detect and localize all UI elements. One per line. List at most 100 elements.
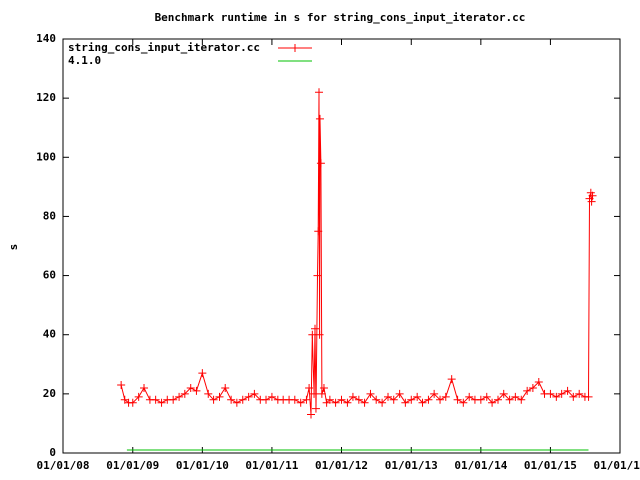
x-tick-label: 01/01/09 <box>106 459 159 472</box>
point-marker <box>569 392 578 401</box>
point-marker <box>307 410 315 419</box>
y-tick-label: 20 <box>43 387 56 400</box>
point-marker <box>296 398 305 407</box>
point-marker <box>267 392 276 401</box>
point-marker <box>325 395 334 404</box>
point-marker <box>169 395 178 404</box>
point-marker <box>546 389 555 398</box>
y-tick-label: 100 <box>36 150 56 163</box>
point-marker <box>476 395 485 404</box>
point-marker <box>584 392 593 401</box>
point-marker <box>315 114 324 123</box>
point-marker <box>337 395 346 404</box>
plot-frame <box>62 38 621 454</box>
point-marker <box>215 392 224 401</box>
point-marker <box>459 398 468 407</box>
point-marker <box>366 389 375 398</box>
point-marker <box>305 383 314 392</box>
x-tick-label: 01/01/13 <box>385 459 438 472</box>
point-marker <box>192 386 201 395</box>
point-marker <box>311 404 320 413</box>
point-marker <box>227 395 236 404</box>
point-marker <box>557 389 566 398</box>
point-marker <box>453 395 462 404</box>
point-marker <box>310 389 319 398</box>
point-marker <box>315 330 324 339</box>
point-marker <box>384 392 393 401</box>
point-marker <box>331 398 340 407</box>
point-marker <box>316 159 325 168</box>
point-marker <box>552 392 561 401</box>
point-marker <box>343 398 352 407</box>
point-marker <box>140 383 149 392</box>
point-marker <box>314 227 323 236</box>
point-marker <box>315 88 324 97</box>
point-marker <box>180 389 189 398</box>
point-marker <box>209 395 218 404</box>
point-marker <box>232 398 241 407</box>
point-marker <box>244 392 253 401</box>
point-marker <box>175 392 184 401</box>
y-tick-label: 0 <box>49 446 56 459</box>
point-marker <box>198 369 207 378</box>
x-tick-label: 01/01/16 <box>594 459 640 472</box>
point-marker <box>134 392 143 401</box>
point-marker <box>311 324 320 333</box>
point-marker <box>186 383 195 392</box>
point-marker <box>424 395 433 404</box>
point-marker <box>413 392 422 401</box>
legend-label: 4.1.0 <box>68 54 101 67</box>
point-marker <box>290 395 299 404</box>
point-marker <box>563 386 572 395</box>
y-tick-label: 140 <box>36 32 56 45</box>
point-marker <box>117 380 126 389</box>
point-marker <box>360 398 369 407</box>
y-tick-label: 80 <box>43 209 56 222</box>
y-tick-label: 120 <box>36 91 56 104</box>
point-marker <box>221 383 230 392</box>
x-tick-label: 01/01/12 <box>315 459 368 472</box>
point-marker <box>128 398 137 407</box>
point-marker <box>389 395 398 404</box>
point-marker <box>354 395 363 404</box>
point-marker <box>250 389 259 398</box>
x-tick-label: 01/01/14 <box>454 459 507 472</box>
point-marker <box>157 398 166 407</box>
point-marker <box>378 398 387 407</box>
point-marker <box>505 395 514 404</box>
point-marker <box>308 330 317 339</box>
series-line <box>120 92 594 415</box>
point-marker <box>488 398 497 407</box>
point-marker <box>395 389 404 398</box>
y-tick-label: 60 <box>43 269 56 282</box>
point-marker <box>430 389 439 398</box>
point-marker <box>372 395 381 404</box>
x-tick-label: 01/01/08 <box>37 459 90 472</box>
point-marker <box>447 375 456 384</box>
point-marker <box>401 398 410 407</box>
point-marker <box>151 395 160 404</box>
x-tick-label: 01/01/10 <box>176 459 229 472</box>
x-tick-label: 01/01/15 <box>524 459 577 472</box>
point-marker <box>407 395 416 404</box>
point-marker <box>588 191 597 200</box>
y-tick-label: 40 <box>43 328 56 341</box>
point-marker <box>348 392 357 401</box>
point-marker <box>575 389 584 398</box>
point-marker <box>482 392 491 401</box>
point-marker <box>587 197 596 206</box>
point-marker <box>511 392 520 401</box>
point-marker <box>441 392 450 401</box>
point-marker <box>494 395 503 404</box>
y-axis-label: s <box>7 244 20 251</box>
point-marker <box>204 389 213 398</box>
point-marker <box>499 389 508 398</box>
point-marker <box>528 383 537 392</box>
point-marker <box>418 398 427 407</box>
legend-marker <box>291 44 299 52</box>
point-marker <box>317 389 326 398</box>
chart-title: Benchmark runtime in s for string_cons_i… <box>155 11 526 24</box>
point-marker <box>465 392 474 401</box>
point-marker <box>262 395 271 404</box>
